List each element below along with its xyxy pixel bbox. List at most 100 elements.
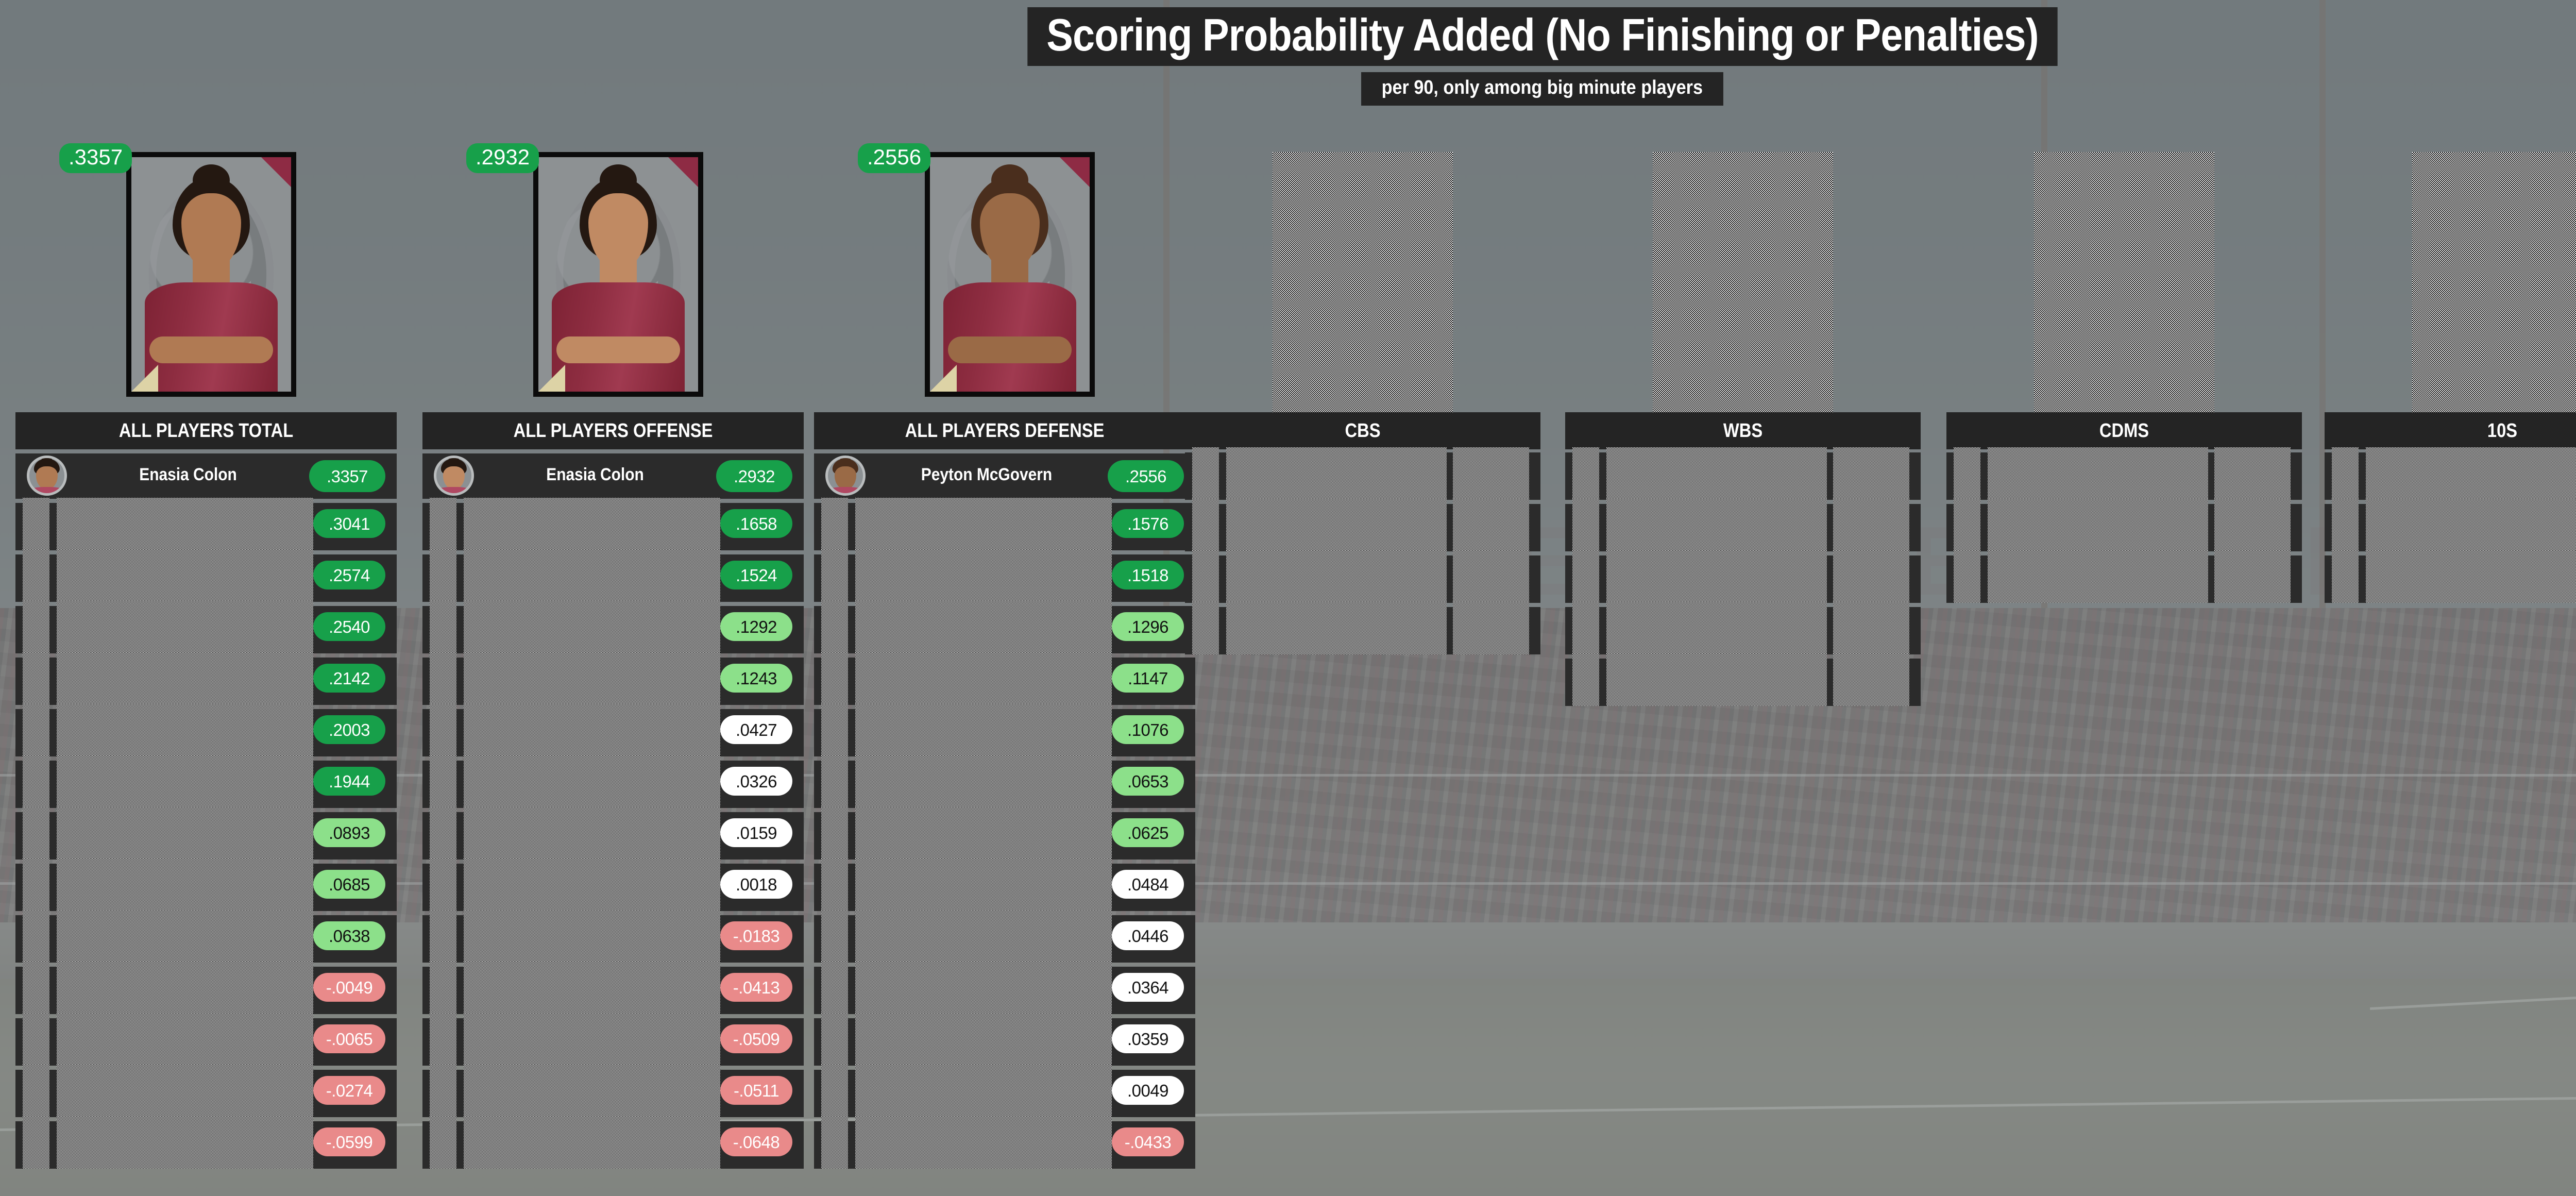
table-row[interactable]: -.0413 <box>422 962 804 1014</box>
value-chip: .0326 <box>720 767 792 796</box>
redacted-name <box>1988 447 2208 500</box>
table-row[interactable]: .1524 <box>422 549 804 602</box>
table-row[interactable]: .1576 <box>814 498 1195 550</box>
table-row[interactable]: .0446 <box>814 910 1195 963</box>
avatar-face <box>443 466 465 490</box>
leader-row-2[interactable]: Enasia Colon .2932 <box>422 453 804 499</box>
table-row[interactable] <box>1565 447 1921 500</box>
card-corner-accent-bottom <box>538 365 565 392</box>
table-row[interactable]: .0625 <box>814 807 1195 860</box>
table-row[interactable]: .1296 <box>814 601 1195 653</box>
table-row[interactable] <box>1565 550 1921 603</box>
table-row[interactable]: .1147 <box>814 652 1195 705</box>
table-row[interactable]: .1518 <box>814 549 1195 602</box>
table-row[interactable] <box>1946 499 2302 551</box>
table-row[interactable] <box>1946 447 2302 500</box>
table-row[interactable]: -.0599 <box>15 1116 397 1169</box>
redacted-avatar <box>1192 550 1219 603</box>
redacted-avatar <box>430 910 456 963</box>
redacted-name <box>855 704 1112 756</box>
table-row[interactable]: .0159 <box>422 807 804 860</box>
redacted-name <box>1988 550 2208 603</box>
table-row[interactable]: .0326 <box>422 755 804 808</box>
table-row[interactable]: .2574 <box>15 549 397 602</box>
redacted-name <box>855 910 1112 963</box>
redacted-avatar <box>430 962 456 1014</box>
table-row[interactable]: .0427 <box>422 704 804 756</box>
table-row[interactable]: .2003 <box>15 704 397 756</box>
table-row[interactable]: .2142 <box>15 652 397 705</box>
column-header-label-cdms: CDMS <box>1971 412 2277 449</box>
redacted-name <box>855 1116 1112 1169</box>
table-row[interactable] <box>1565 602 1921 654</box>
redacted-value <box>2214 550 2291 603</box>
table-row[interactable]: .1243 <box>422 652 804 705</box>
redacted-avatar <box>821 549 848 602</box>
table-row[interactable]: .0685 <box>15 858 397 911</box>
table-row[interactable]: -.0274 <box>15 1065 397 1117</box>
table-row[interactable]: .2540 <box>15 601 397 653</box>
redacted-name <box>2366 447 2576 500</box>
table-row[interactable]: .0484 <box>814 858 1195 911</box>
table-row[interactable]: -.0648 <box>422 1116 804 1169</box>
table-row[interactable]: .1076 <box>814 704 1195 756</box>
table-row[interactable]: -.0433 <box>814 1116 1195 1169</box>
table-row[interactable]: .0893 <box>15 807 397 860</box>
table-row[interactable] <box>1565 653 1921 706</box>
table-row[interactable]: -.0509 <box>422 1013 804 1066</box>
avatar-shirt <box>830 486 861 493</box>
redacted-avatar <box>821 498 848 550</box>
redacted-hero-image <box>2034 152 2214 430</box>
table-row[interactable]: -.0065 <box>15 1013 397 1066</box>
table-row[interactable]: .0364 <box>814 962 1195 1014</box>
table-row[interactable]: .3041 <box>15 498 397 550</box>
table-row[interactable] <box>1185 550 1540 603</box>
redacted-avatar <box>23 1013 49 1066</box>
redacted-avatar <box>23 498 49 550</box>
hero-value-badge-3: .2556 <box>858 143 931 173</box>
table-row[interactable] <box>2325 550 2576 603</box>
table-row[interactable]: .1292 <box>422 601 804 653</box>
card-corner-accent-top <box>1060 157 1090 187</box>
redacted-value <box>1833 602 1909 654</box>
table-row[interactable]: .0359 <box>814 1013 1195 1066</box>
value-chip: .0638 <box>313 921 385 950</box>
value-chip: .0359 <box>1112 1024 1184 1053</box>
column-header-label-3: ALL PLAYERS DEFENSE <box>840 412 1169 449</box>
table-row[interactable]: .0638 <box>15 910 397 963</box>
avatar-shirt <box>438 486 469 493</box>
value-chip: .2540 <box>313 612 385 641</box>
table-row[interactable]: .0018 <box>422 858 804 911</box>
table-row[interactable] <box>1185 602 1540 654</box>
table-row[interactable] <box>2325 447 2576 500</box>
value-chip: .1243 <box>720 664 792 693</box>
table-row[interactable]: .0049 <box>814 1065 1195 1117</box>
leader-row-3[interactable]: Peyton McGovern .2556 <box>814 453 1195 499</box>
table-row[interactable] <box>1565 499 1921 551</box>
redacted-avatar <box>2332 499 2359 551</box>
table-row[interactable]: -.0049 <box>15 962 397 1014</box>
card-corner-accent-top <box>668 157 698 187</box>
table-row[interactable]: .1658 <box>422 498 804 550</box>
table-row[interactable]: .1944 <box>15 755 397 808</box>
redacted-avatar <box>821 704 848 756</box>
redacted-avatar <box>430 549 456 602</box>
value-chip: -.0049 <box>313 973 385 1002</box>
table-row[interactable]: -.0183 <box>422 910 804 963</box>
redacted-avatar <box>430 1116 456 1169</box>
table-row[interactable]: -.0511 <box>422 1065 804 1117</box>
table-row[interactable] <box>2325 499 2576 551</box>
table-row[interactable] <box>1946 550 2302 603</box>
table-row[interactable]: .0653 <box>814 755 1195 808</box>
value-chip: .0427 <box>720 715 792 744</box>
table-row[interactable] <box>1185 447 1540 500</box>
redacted-avatar <box>23 1065 49 1117</box>
page-subtitle: per 90, only among big minute players <box>1361 72 1723 106</box>
value-chip: .1518 <box>1112 561 1184 589</box>
redacted-avatar <box>821 1116 848 1169</box>
redacted-name <box>1606 447 1827 500</box>
redacted-name <box>1226 447 1447 500</box>
leader-row-1[interactable]: Enasia Colon .3357 <box>15 453 397 499</box>
table-row[interactable] <box>1185 499 1540 551</box>
